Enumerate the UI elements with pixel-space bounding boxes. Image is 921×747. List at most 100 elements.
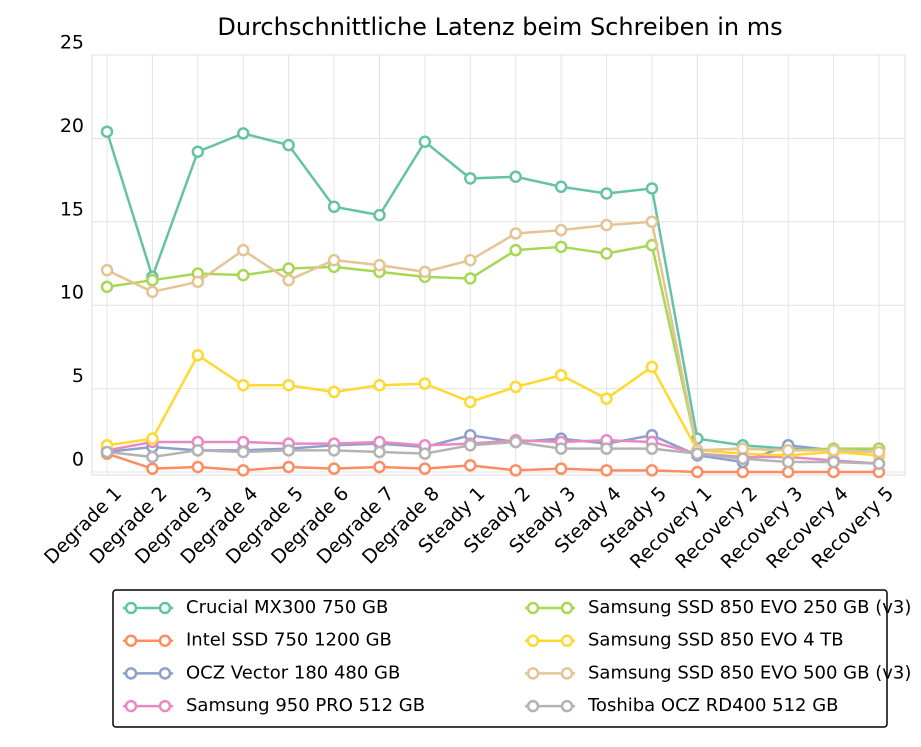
point	[736, 452, 750, 465]
legend-marker	[158, 634, 172, 647]
legend-marker	[560, 601, 574, 615]
point	[600, 218, 613, 232]
point	[327, 253, 341, 267]
point	[554, 240, 568, 254]
point	[600, 247, 613, 260]
point	[282, 273, 295, 287]
y-tick-label: 10	[60, 282, 84, 304]
series-line	[106, 353, 880, 457]
point	[327, 444, 341, 457]
point	[645, 182, 659, 195]
point	[464, 395, 477, 409]
legend-label: Samsung SSD 850 EVO 4 TB	[588, 630, 844, 651]
point	[554, 442, 568, 455]
point	[373, 460, 386, 474]
series-line	[106, 439, 880, 465]
point	[373, 445, 386, 459]
point	[236, 243, 250, 257]
legend-marker	[158, 667, 172, 680]
point	[282, 138, 295, 152]
y-tick-label: 20	[60, 115, 84, 137]
point	[509, 170, 522, 184]
point	[691, 447, 704, 460]
point	[872, 445, 886, 459]
point	[464, 272, 477, 285]
chart-title: Durchschnittliche Latenz beim Schreiben …	[217, 13, 782, 41]
point	[600, 392, 613, 405]
point	[509, 380, 522, 394]
legend-label: Samsung SSD 850 EVO 250 GB (v3)	[588, 597, 911, 618]
legend-marker	[560, 667, 574, 680]
point	[827, 455, 840, 469]
point	[236, 464, 250, 477]
legend-marker	[158, 601, 172, 615]
point	[327, 200, 341, 214]
legend-marker	[526, 601, 540, 615]
point	[418, 447, 432, 460]
point	[645, 215, 659, 229]
point	[191, 145, 205, 158]
point	[191, 460, 205, 474]
point	[373, 379, 386, 392]
point	[146, 285, 159, 299]
series-line	[106, 452, 879, 474]
point	[736, 465, 750, 479]
point	[327, 462, 341, 475]
point	[373, 435, 386, 449]
point	[100, 445, 114, 459]
y-tick-label: 15	[60, 198, 84, 220]
legend-marker	[526, 699, 540, 713]
point	[509, 227, 522, 240]
y-tick-label: 25	[60, 32, 84, 54]
series-line	[106, 243, 879, 452]
point	[781, 455, 795, 469]
series-line	[105, 131, 880, 452]
legend-marker	[158, 699, 172, 713]
point	[872, 457, 886, 470]
point	[373, 258, 386, 272]
y-tick-label: 0	[72, 449, 84, 471]
point	[691, 465, 704, 479]
point	[509, 243, 522, 257]
point	[146, 450, 159, 464]
point	[827, 465, 840, 479]
point	[554, 369, 568, 382]
series-line	[106, 440, 880, 465]
point	[554, 223, 568, 237]
point	[781, 444, 795, 457]
point	[100, 263, 114, 277]
legend-label: Samsung 950 PRO 512 GB	[186, 695, 425, 716]
point	[146, 273, 159, 287]
point	[418, 135, 432, 148]
legend-marker	[124, 667, 138, 680]
point	[645, 464, 659, 477]
point	[100, 280, 114, 294]
point	[236, 127, 250, 140]
point	[464, 172, 477, 185]
point	[464, 459, 477, 472]
legend-label: Intel SSD 750 1200 GB	[186, 630, 392, 651]
point	[418, 265, 432, 279]
point	[645, 442, 659, 455]
point	[464, 439, 477, 452]
point	[236, 445, 250, 459]
point	[645, 360, 659, 374]
y-tick-label: 5	[72, 365, 84, 387]
point	[781, 465, 795, 479]
legend-marker	[124, 634, 138, 647]
series-line	[106, 220, 880, 454]
point	[418, 462, 432, 475]
legend-marker	[526, 634, 540, 647]
point	[418, 377, 432, 390]
point	[146, 432, 159, 445]
legend-label: OCZ Vector 180 480 GB	[186, 662, 400, 683]
point	[600, 464, 613, 477]
point	[509, 435, 522, 449]
legend-marker	[560, 699, 574, 713]
point	[600, 187, 613, 200]
point	[554, 462, 568, 475]
point	[509, 464, 522, 477]
point	[464, 253, 477, 267]
point	[282, 262, 295, 275]
